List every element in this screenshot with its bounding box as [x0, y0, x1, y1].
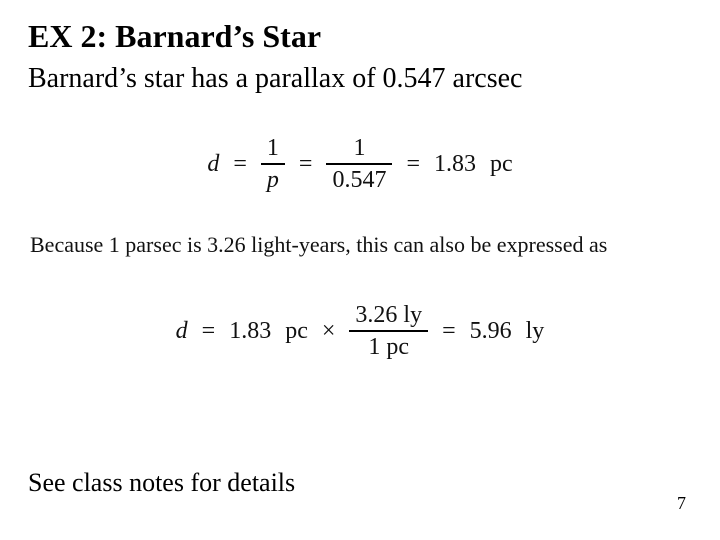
fraction-bar: [326, 163, 392, 165]
eq1-frac-2: 1 0.547: [326, 135, 392, 194]
equation-2: d = 1.83 pc × 3.26 ly 1 pc = 5.96 ly: [176, 302, 545, 361]
slide-subtitle: Barnard’s star has a parallax of 0.547 a…: [28, 63, 692, 95]
eq2-frac: 3.26 ly 1 pc: [349, 302, 428, 361]
eq2-lead-unit: pc: [285, 318, 308, 345]
eq2-frac-num: 3.26 ly: [349, 302, 428, 328]
eq2-result-val: 5.96: [470, 318, 512, 345]
eq1-equals-3: =: [406, 151, 420, 178]
eq2-result-unit: ly: [526, 318, 545, 345]
eq1-equals-1: =: [233, 151, 247, 178]
between-text: Because 1 parsec is 3.26 light-years, th…: [30, 232, 692, 258]
eq1-result-unit: pc: [490, 151, 513, 178]
page-number: 7: [677, 493, 686, 514]
eq2-times: ×: [322, 318, 336, 345]
equation-1-wrap: d = 1 p = 1 0.547 = 1.83 pc: [28, 135, 692, 194]
eq2-frac-den-unit: pc: [386, 334, 409, 360]
eq1-frac1-den: p: [261, 167, 285, 193]
eq1-equals-2: =: [299, 151, 313, 178]
eq1-frac-1: 1 p: [261, 135, 285, 194]
eq1-lhs: d: [207, 151, 219, 178]
eq1-frac2-num: 1: [347, 135, 371, 161]
footer-note: See class notes for details: [28, 468, 295, 498]
eq2-equals-1: =: [202, 318, 216, 345]
fraction-bar: [349, 330, 428, 332]
eq1-frac2-den: 0.547: [326, 167, 392, 193]
eq2-frac-den-val: 1: [368, 334, 380, 360]
eq1-frac1-num: 1: [261, 135, 285, 161]
eq2-lead-val: 1.83: [229, 318, 271, 345]
equation-2-wrap: d = 1.83 pc × 3.26 ly 1 pc = 5.96 ly: [28, 302, 692, 361]
slide-title: EX 2: Barnard’s Star: [28, 18, 692, 55]
slide: EX 2: Barnard’s Star Barnard’s star has …: [0, 0, 720, 540]
eq2-frac-den: 1 pc: [362, 334, 415, 360]
equation-1: d = 1 p = 1 0.547 = 1.83 pc: [207, 135, 512, 194]
eq1-result-val: 1.83: [434, 151, 476, 178]
eq2-equals-2: =: [442, 318, 456, 345]
eq2-lhs: d: [176, 318, 188, 345]
fraction-bar: [261, 163, 285, 165]
eq2-frac-num-val: 3.26: [355, 302, 397, 328]
eq2-frac-num-unit: ly: [403, 302, 422, 328]
